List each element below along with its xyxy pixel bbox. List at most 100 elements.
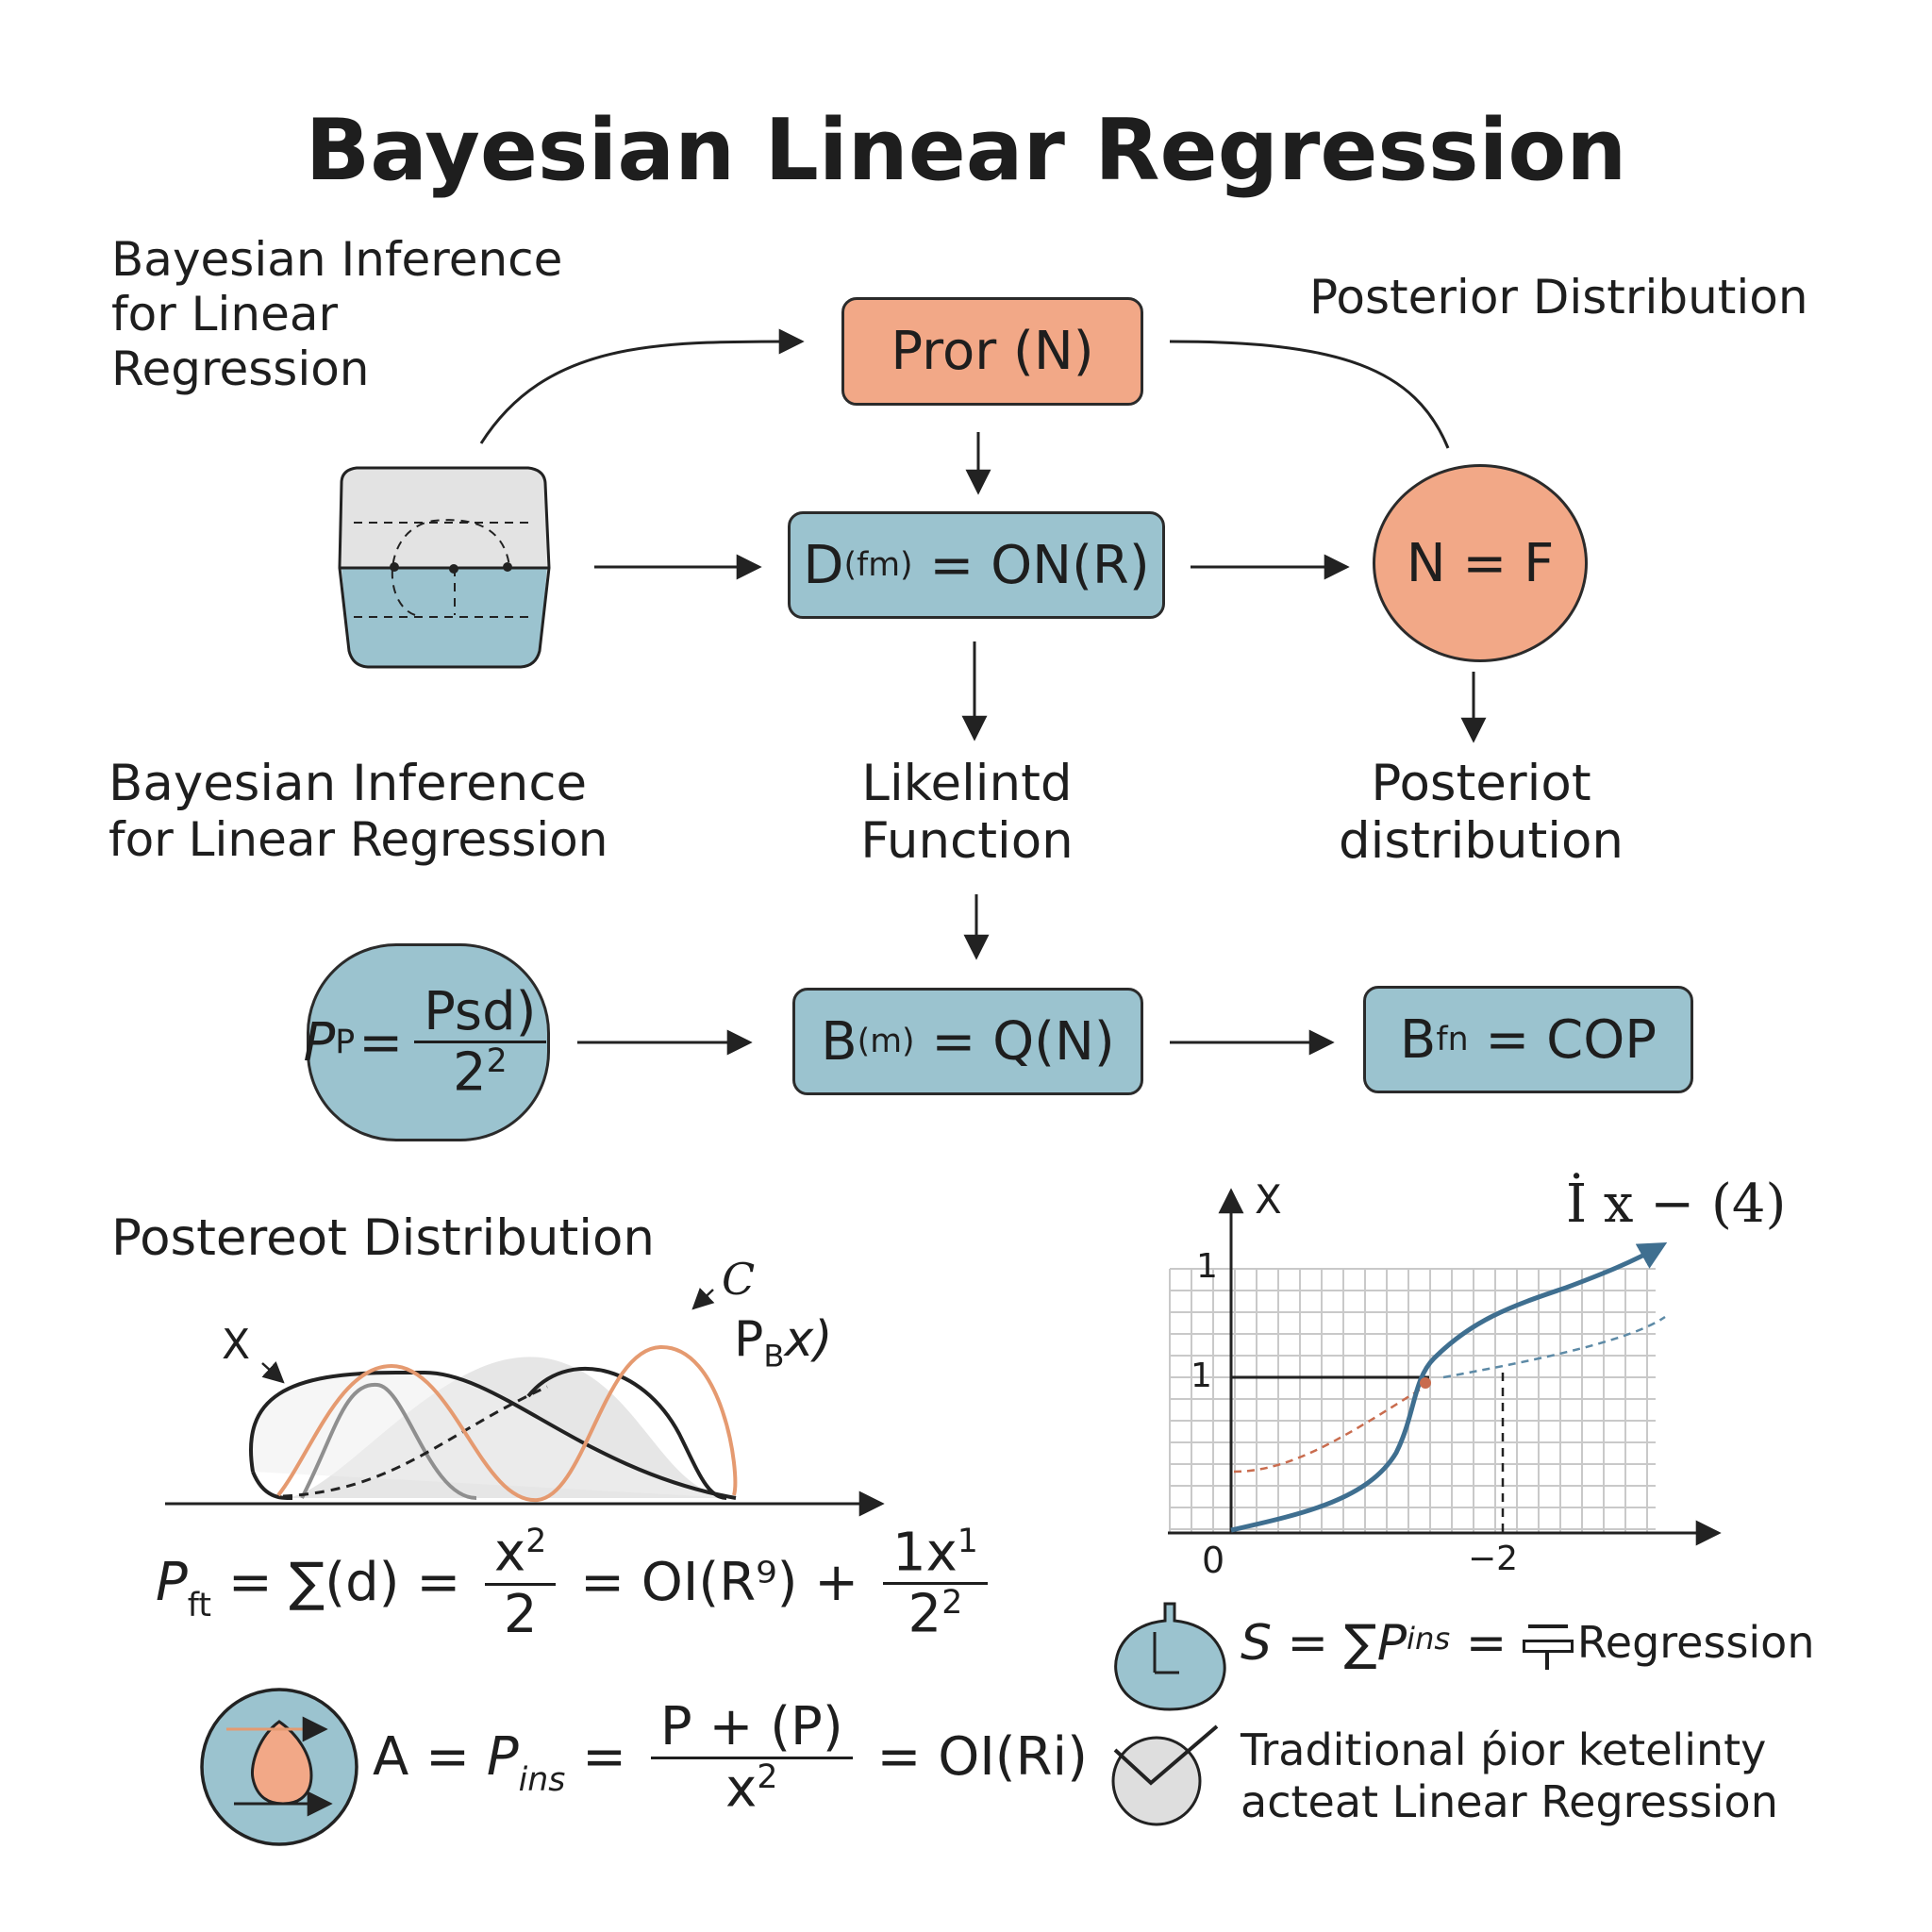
formula-s-eq: = [1450, 1615, 1523, 1672]
prior-node: Pror (N) [841, 297, 1143, 406]
formula-s-tail: Regression [1576, 1617, 1815, 1669]
legend-text: Traditional ṕior ketelinty acteat Linea… [1241, 1724, 1778, 1828]
flow-arrows [479, 328, 1487, 1056]
formula-pft-frac2-num-wrap: 1x1 [882, 1522, 988, 1586]
curve-label-pbx: PBx) [734, 1311, 833, 1374]
curve-label-c: C [722, 1254, 756, 1305]
formula-pft-frac1-num-sup: 2 [525, 1523, 547, 1561]
plot-tick-x-origin: 0 [1202, 1540, 1225, 1581]
plot-tick-x-right: −2 [1468, 1540, 1519, 1578]
pp-node-num: Psd) [414, 982, 546, 1044]
label-posterior-mid: Posteriot distribution [1330, 755, 1632, 871]
posterior-curves [165, 1287, 885, 1517]
formula-a-p-sub: ins [518, 1760, 566, 1799]
orange-curve [276, 1344, 738, 1503]
x-label-arrow [261, 1361, 285, 1384]
pp-node-lhs: P [303, 1011, 336, 1074]
arrow-prior-to-nf [1169, 340, 1450, 449]
nf-node-label: N = F [1406, 532, 1555, 594]
label-posterior-mid-line2: distribution [1338, 812, 1624, 871]
formula-s-s: S [1241, 1615, 1273, 1672]
label-top-left-line1: Bayesian Inference [111, 232, 563, 287]
pp-node: P P = Psd) 22 [303, 943, 550, 1141]
formula-pft-frac2-den: 2 [908, 1583, 942, 1645]
curve-label-x: X [222, 1321, 251, 1369]
gray-peak-curve [300, 1382, 477, 1500]
label-top-left: Bayesian Inference for Linear Regression [111, 232, 562, 396]
drop-icon [200, 1688, 358, 1846]
prior-node-label: Pror (N) [891, 321, 1094, 382]
formula-pft-frac2: 1x1 22 [882, 1522, 988, 1645]
data-node-rest: = ON(R) [912, 534, 1150, 596]
plot-point [1420, 1377, 1431, 1389]
pp-node-eq: = [358, 1011, 404, 1074]
formula-s-symbol [1522, 1615, 1574, 1672]
formula-pft-lhs-sub: ft [187, 1587, 212, 1625]
label-likelihood: Likelintd Function [854, 755, 1080, 871]
label-posterior-mid-line1: Posteriot [1371, 755, 1591, 812]
regression-plot [1168, 1188, 1722, 1546]
nf-node: N = F [1373, 464, 1588, 662]
formula-pft-lhs: P [156, 1552, 188, 1614]
black-right-curve [251, 1366, 727, 1501]
bfn-node-rest: = COP [1468, 1008, 1657, 1071]
formula-a-eq: = [565, 1725, 643, 1788]
formula-a-den: x [725, 1757, 758, 1820]
plot-dashed-blue [1442, 1315, 1666, 1379]
formula-pft-sum: = ∑(d) = [211, 1552, 478, 1614]
pp-node-den-sup: 2 [486, 1042, 508, 1081]
curve-label-pbx-sub: B [763, 1338, 785, 1374]
formula-a-lhs: A = [373, 1725, 487, 1788]
plot-tick-y-top: 1 [1196, 1247, 1218, 1286]
bfm-node-base: B [821, 1010, 858, 1073]
pp-node-fraction: Psd) 22 [414, 982, 546, 1103]
bfn-node-sub: fn [1436, 1021, 1469, 1058]
formula-pft-frac1: x2 2 [485, 1523, 557, 1645]
formula-s-p-sub: ins [1407, 1620, 1451, 1657]
clock-icon [1114, 1602, 1226, 1711]
formula-pft-mid: = OI(R⁹) + [563, 1552, 875, 1614]
label-mid-left-line1: Bayesian Inference [108, 755, 588, 812]
label-top-left-line3: Regression [111, 341, 370, 396]
bfm-node-rest: = Q(N) [914, 1010, 1115, 1073]
dataset-cylinder-icon [338, 466, 551, 669]
formula-pft-frac2-num-sup: 1 [957, 1523, 978, 1560]
formula-s-p: P [1376, 1615, 1407, 1672]
formula-pft-frac2-den-sup: 2 [941, 1584, 963, 1623]
data-node-base: D [803, 534, 844, 596]
formula-a-rhs: = OI(Ri) [859, 1725, 1088, 1788]
dashed-curve [282, 1385, 548, 1498]
legend-text-line1: Traditional ṕior ketelinty [1241, 1724, 1767, 1775]
page-title: Bayesian Linear Regression [305, 101, 1627, 200]
plot-tick-y-mid: 1 [1191, 1357, 1212, 1395]
bfn-node-base: B [1399, 1008, 1437, 1071]
pp-node-den: 2 [452, 1041, 487, 1104]
check-circle-icon [1111, 1724, 1219, 1826]
label-likelihood-line2: Function [860, 812, 1074, 871]
pp-node-lhs-sub: P [335, 1024, 356, 1061]
formula-a-p: P [486, 1725, 519, 1788]
curve-label-pbx-p: P [734, 1311, 764, 1368]
formula-pft-frac1-den: 2 [503, 1583, 538, 1645]
label-top-left-line2: for Linear [111, 287, 339, 341]
formula-pft-frac2-num: 1x [891, 1522, 958, 1584]
curve-label-pbx-rest: x) [784, 1311, 833, 1368]
plot-y-label: X [1255, 1176, 1282, 1223]
legend-text-line2: acteat Linear Regression [1241, 1776, 1778, 1828]
arrow-data-to-prior [479, 328, 805, 444]
formula-pft-frac1-num-wrap: x2 [485, 1523, 557, 1586]
bfm-node: B (m) = Q(N) [792, 988, 1143, 1095]
data-node: D (fm) = ON(R) [788, 511, 1165, 619]
data-node-sub: (fm) [843, 546, 913, 584]
pp-node-den-wrap: 22 [453, 1043, 508, 1102]
plot-dashed-orange [1233, 1385, 1425, 1474]
label-bottom-left-heading: Postereot Distribution [111, 1209, 655, 1267]
plot-top-label: İ x − (4) [1566, 1174, 1787, 1235]
formula-a-den-sup: 2 [757, 1757, 778, 1796]
label-mid-left: Bayesian Inference for Linear Regression [108, 755, 608, 867]
label-likelihood-line1: Likelintd [861, 755, 1073, 812]
